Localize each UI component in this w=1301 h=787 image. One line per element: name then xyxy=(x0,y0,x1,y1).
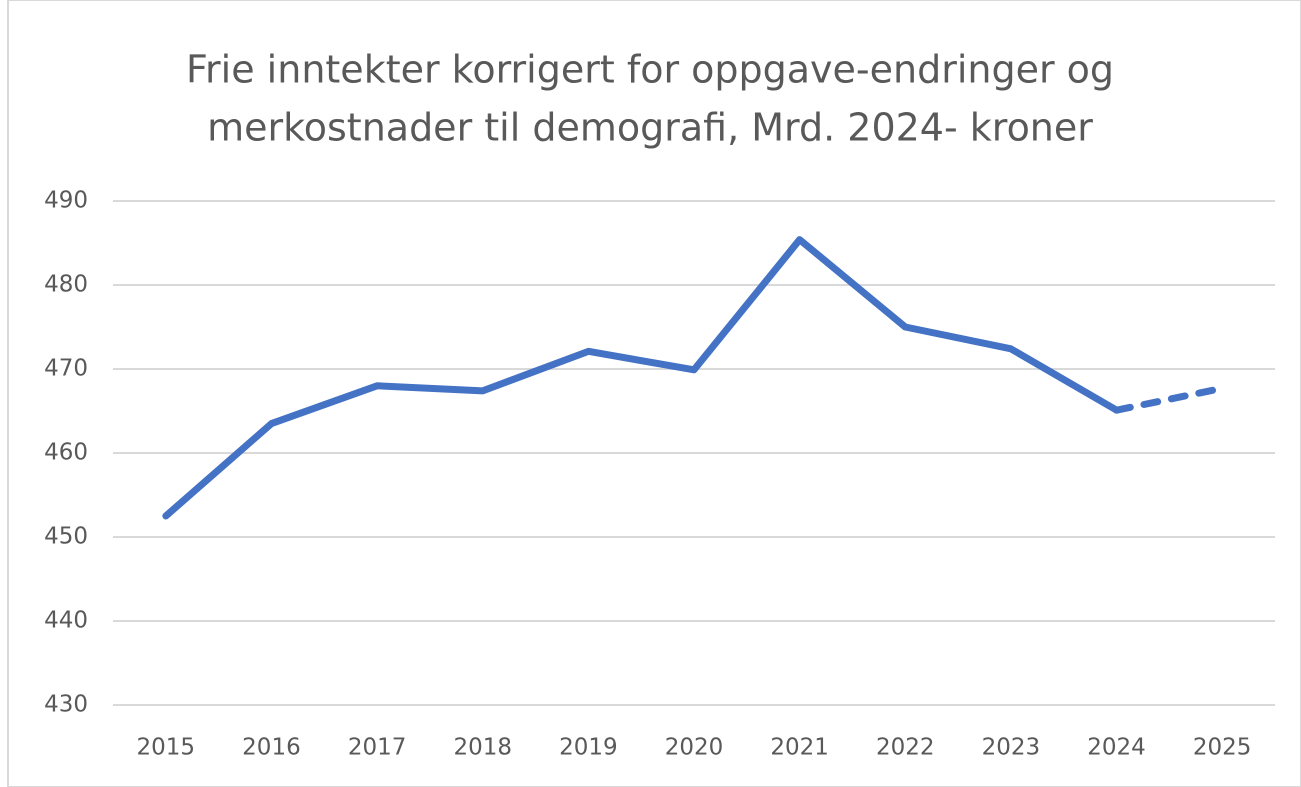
x-tick-label: 2023 xyxy=(982,735,1041,761)
x-tick-label: 2018 xyxy=(453,735,512,761)
chart-title: merkostnader til demografi, Mrd. 2024- k… xyxy=(207,106,1093,150)
y-tick-label: 440 xyxy=(44,608,88,634)
y-tick-label: 480 xyxy=(44,272,88,298)
x-tick-label: 2025 xyxy=(1193,735,1252,761)
x-tick-label: 2024 xyxy=(1087,735,1146,761)
x-tick-label: 2015 xyxy=(137,735,196,761)
y-tick-label: 430 xyxy=(44,692,88,718)
x-tick-label: 2022 xyxy=(876,735,935,761)
x-tick-label: 2020 xyxy=(665,735,724,761)
x-tick-label: 2021 xyxy=(770,735,829,761)
x-tick-label: 2016 xyxy=(242,735,301,761)
x-tick-label: 2017 xyxy=(348,735,407,761)
x-tick-label: 2019 xyxy=(559,735,618,761)
chart-title: Frie inntekter korrigert for oppgave-end… xyxy=(186,48,1114,92)
y-tick-label: 460 xyxy=(44,440,88,466)
chart-frame xyxy=(7,0,1301,787)
series-line-dashed xyxy=(1113,384,1226,414)
y-tick-label: 450 xyxy=(44,524,88,550)
y-tick-label: 490 xyxy=(44,188,88,214)
y-tick-label: 470 xyxy=(44,356,88,382)
series-line xyxy=(162,236,1121,520)
